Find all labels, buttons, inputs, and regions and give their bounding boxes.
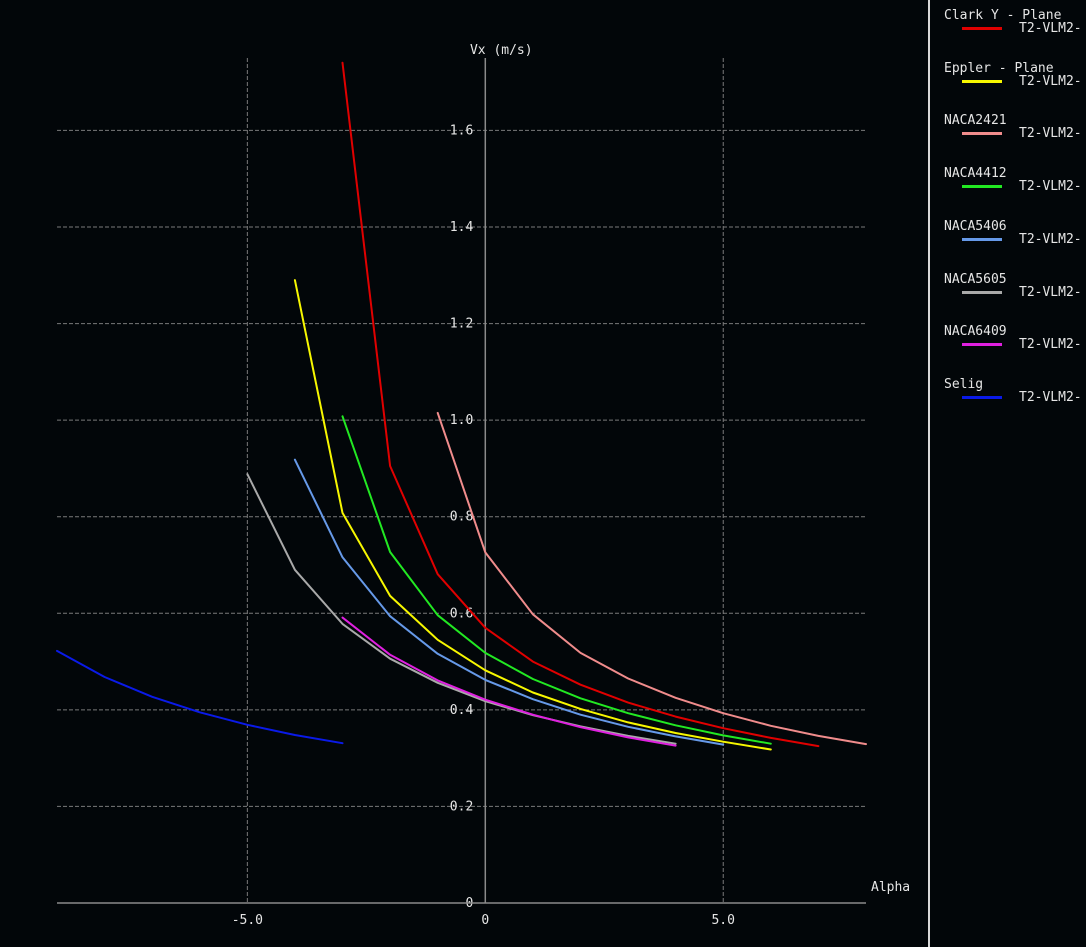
x-tick-label: 5.0 <box>711 913 734 928</box>
legend-item-name: Clark Y - Plane <box>944 8 1062 23</box>
line-chart: 00.20.40.60.81.01.21.41.6-5.005.0 Vx (m/… <box>56 43 910 928</box>
x-axis-title: Alpha <box>871 880 910 895</box>
y-tick-label: 1.6 <box>450 123 473 138</box>
legend-item-name: NACA5406 <box>944 218 1007 234</box>
legend-item-label: T2-VLM2- <box>1019 179 1082 195</box>
x-tick-label: -5.0 <box>232 913 263 928</box>
legend-item-label: T2-VLM2- <box>1019 284 1082 300</box>
series-line-eppler-plane <box>293 279 772 751</box>
series-line-naca5605 <box>246 473 677 745</box>
series-line-clark-y-plane <box>341 61 820 748</box>
legend-item-name: NACA6409 <box>944 324 1007 340</box>
series-layer <box>56 61 867 751</box>
y-tick-label: 1.0 <box>450 413 473 428</box>
y-tick-label: 1.4 <box>450 220 474 235</box>
series-line-naca4412 <box>341 415 772 745</box>
y-axis-title: Vx (m/s) <box>470 43 533 58</box>
legend-swatch <box>962 27 1002 30</box>
legend-swatch <box>962 290 1002 294</box>
series-line-naca6409 <box>341 616 677 747</box>
legend-item-label: T2-VLM2- <box>1019 21 1082 36</box>
y-tick-label: 0.8 <box>450 510 473 525</box>
x-tick-label: 0 <box>481 913 489 928</box>
legend-swatch <box>962 395 1002 399</box>
legend-item[interactable]: Eppler - Plane T2-VLM2- <box>944 61 1086 101</box>
legend-item-name: NACA2421 <box>944 113 1007 129</box>
legend-item-name: NACA5605 <box>944 271 1007 287</box>
y-tick-label: 0.6 <box>450 606 473 621</box>
legend-item[interactable]: NACA4412 T2-VLM2- <box>944 166 1086 206</box>
legend-item-label: T2-VLM2- <box>1019 231 1082 247</box>
legend: Clark Y - Plane T2-VLM2- Eppler - Plane T2-… <box>928 0 1086 947</box>
legend-item[interactable]: NACA5605 T2-VLM2- <box>944 272 1086 312</box>
y-tick-label: 0.4 <box>450 703 474 718</box>
legend-swatch <box>962 237 1002 241</box>
axis-layer: 00.20.40.60.81.01.21.41.6-5.005.0 <box>57 58 866 928</box>
series-line-naca2421 <box>436 411 867 746</box>
legend-swatch <box>962 185 1002 189</box>
legend-item[interactable]: Selig T2-VLM2- <box>944 377 1086 417</box>
series-line-naca5406 <box>293 458 725 746</box>
legend-swatch <box>962 343 1002 347</box>
legend-item-name: Eppler - Plane <box>944 60 1054 76</box>
legend-item[interactable]: NACA2421 T2-VLM2- <box>944 113 1086 153</box>
legend-item[interactable]: Clark Y - Plane T2-VLM2- <box>944 8 1086 48</box>
legend-item-label: T2-VLM2- <box>1019 337 1082 353</box>
legend-item-label: T2-VLM2- <box>1019 389 1082 405</box>
legend-swatch <box>962 132 1002 136</box>
series-line-selig <box>56 649 344 745</box>
legend-item-label: T2-VLM2- <box>1019 73 1082 89</box>
legend-swatch <box>962 79 1002 83</box>
y-tick-label: 0.2 <box>450 799 473 814</box>
legend-item[interactable]: NACA5406 T2-VLM2- <box>944 219 1086 259</box>
legend-item[interactable]: NACA6409 T2-VLM2- <box>944 324 1086 364</box>
legend-item-name: Selig <box>944 376 984 392</box>
y-tick-label: 1.2 <box>450 317 473 332</box>
legend-item-label: T2-VLM2- <box>1019 126 1082 142</box>
legend-item-name: NACA4412 <box>944 166 1007 182</box>
